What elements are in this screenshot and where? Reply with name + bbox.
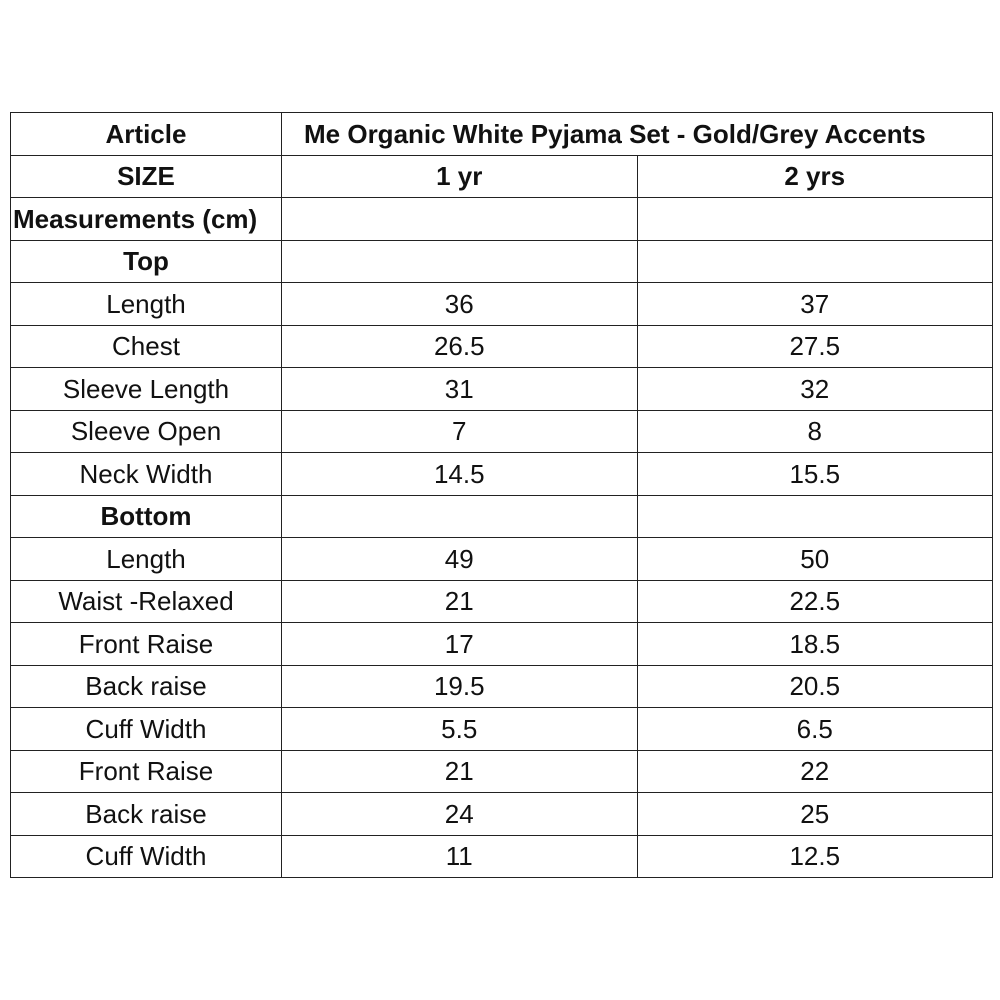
- value-2yrs: 27.5: [636, 324, 993, 368]
- value-2yrs: 18.5: [636, 622, 993, 666]
- article-row: Article Me Organic White Pyjama Set - Go…: [10, 112, 993, 156]
- value-1yr: 17: [281, 622, 638, 666]
- size-1yr-header: 1 yr: [281, 154, 638, 198]
- article-name: Me Organic White Pyjama Set - Gold/Grey …: [281, 112, 993, 156]
- value-1yr: 36: [281, 282, 638, 326]
- article-label: Article: [10, 112, 282, 156]
- section-row-bottom: Bottom: [10, 494, 993, 538]
- table-row: Front Raise 21 22: [10, 749, 993, 793]
- row-label: Waist -Relaxed: [10, 579, 282, 623]
- row-label: Back raise: [10, 792, 282, 836]
- table-row: Neck Width 14.5 15.5: [10, 452, 993, 496]
- table-row: Cuff Width 5.5 6.5: [10, 707, 993, 751]
- value-1yr: 7: [281, 409, 638, 453]
- table-row: Back raise 19.5 20.5: [10, 664, 993, 708]
- value-2yrs: 37: [636, 282, 993, 326]
- row-label: Cuff Width: [10, 707, 282, 751]
- row-label: Neck Width: [10, 452, 282, 496]
- row-label: Front Raise: [10, 749, 282, 793]
- value-1yr: 11: [281, 834, 638, 878]
- value-1yr: 21: [281, 579, 638, 623]
- value-1yr: 19.5: [281, 664, 638, 708]
- section-title-bottom: Bottom: [10, 494, 282, 538]
- value-1yr: 26.5: [281, 324, 638, 368]
- measurements-row: Measurements (cm): [10, 197, 993, 241]
- empty-cell: [636, 494, 993, 538]
- table-row: Cuff Width 11 12.5: [10, 834, 993, 878]
- section-title-top: Top: [10, 239, 282, 283]
- table-row: Sleeve Open 7 8: [10, 409, 993, 453]
- table-row: Waist -Relaxed 21 22.5: [10, 579, 993, 623]
- table-row: Length 49 50: [10, 537, 993, 581]
- table-row: Length 36 37: [10, 282, 993, 326]
- value-2yrs: 22.5: [636, 579, 993, 623]
- empty-cell: [636, 197, 993, 241]
- empty-cell: [281, 197, 638, 241]
- value-1yr: 49: [281, 537, 638, 581]
- value-2yrs: 32: [636, 367, 993, 411]
- empty-cell: [281, 239, 638, 283]
- row-label: Chest: [10, 324, 282, 368]
- measurements-label: Measurements (cm): [10, 197, 282, 241]
- value-1yr: 24: [281, 792, 638, 836]
- value-2yrs: 8: [636, 409, 993, 453]
- value-2yrs: 15.5: [636, 452, 993, 496]
- value-2yrs: 25: [636, 792, 993, 836]
- value-2yrs: 50: [636, 537, 993, 581]
- row-label: Length: [10, 537, 282, 581]
- row-label: Front Raise: [10, 622, 282, 666]
- row-label: Cuff Width: [10, 834, 282, 878]
- row-label: Sleeve Length: [10, 367, 282, 411]
- empty-cell: [636, 239, 993, 283]
- size-row: SIZE 1 yr 2 yrs: [10, 154, 993, 198]
- value-1yr: 21: [281, 749, 638, 793]
- value-2yrs: 20.5: [636, 664, 993, 708]
- value-1yr: 5.5: [281, 707, 638, 751]
- empty-cell: [281, 494, 638, 538]
- size-label: SIZE: [10, 154, 282, 198]
- size-chart-table: Article Me Organic White Pyjama Set - Go…: [10, 112, 993, 878]
- row-label: Sleeve Open: [10, 409, 282, 453]
- table-row: Front Raise 17 18.5: [10, 622, 993, 666]
- value-2yrs: 6.5: [636, 707, 993, 751]
- value-1yr: 31: [281, 367, 638, 411]
- section-row-top: Top: [10, 239, 993, 283]
- table-row: Chest 26.5 27.5: [10, 324, 993, 368]
- value-1yr: 14.5: [281, 452, 638, 496]
- value-2yrs: 22: [636, 749, 993, 793]
- value-2yrs: 12.5: [636, 834, 993, 878]
- row-label: Back raise: [10, 664, 282, 708]
- table-row: Back raise 24 25: [10, 792, 993, 836]
- size-2yrs-header: 2 yrs: [636, 154, 993, 198]
- row-label: Length: [10, 282, 282, 326]
- table-row: Sleeve Length 31 32: [10, 367, 993, 411]
